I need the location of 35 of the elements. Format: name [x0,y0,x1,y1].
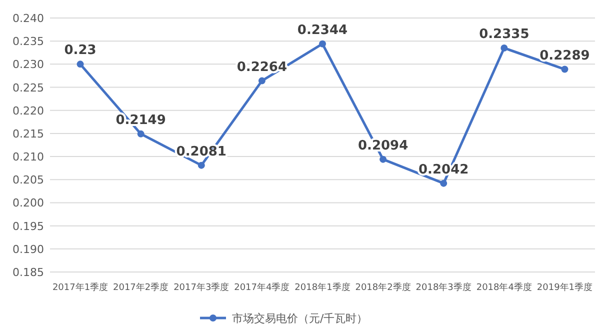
x-tick-label: 2019年1季度 [536,282,593,293]
point [440,180,448,187]
point [137,130,144,138]
y-tick-label: 0.190 [12,242,44,256]
legend-label: 市场交易电价（元/千瓦时） [232,312,368,325]
point [500,44,508,52]
point [319,40,326,48]
x-tick-label: 2018年2季度 [355,282,411,293]
y-tick-label: 0.205 [12,174,44,187]
y-tick-label: 0.215 [12,127,44,140]
point [380,156,387,163]
point [258,77,266,84]
y-tick-label: 0.240 [12,12,44,25]
y-tick-label: 0.210 [12,150,44,164]
x-tick-label: 2018年1季度 [294,282,350,293]
y-tick-label: 0.235 [12,35,44,48]
y-tick-label: 0.185 [12,266,44,279]
y-tick-label: 0.230 [12,58,44,72]
x-tick-label: 2018年3季度 [416,282,472,293]
data-label: 0.23 [64,43,96,58]
y-tick-label: 0.220 [12,104,44,118]
x-tick-label: 2018年4季度 [476,282,532,293]
point [198,162,205,169]
y-tick-label: 0.200 [12,196,44,210]
y-tick-label: 0.195 [12,220,44,233]
data-label: 0.2344 [297,22,348,38]
x-tick-label: 2017年3季度 [174,282,230,293]
x-tick-label: 2017年2季度 [113,282,169,293]
x-tick-label: 2017年1季度 [52,282,108,293]
point [561,66,568,73]
point [76,60,84,68]
data-label: 0.2335 [479,27,530,42]
x-tick-label: 2017年4季度 [234,282,290,293]
data-label: 0.2289 [540,48,590,64]
y-tick-label: 0.225 [12,81,44,94]
